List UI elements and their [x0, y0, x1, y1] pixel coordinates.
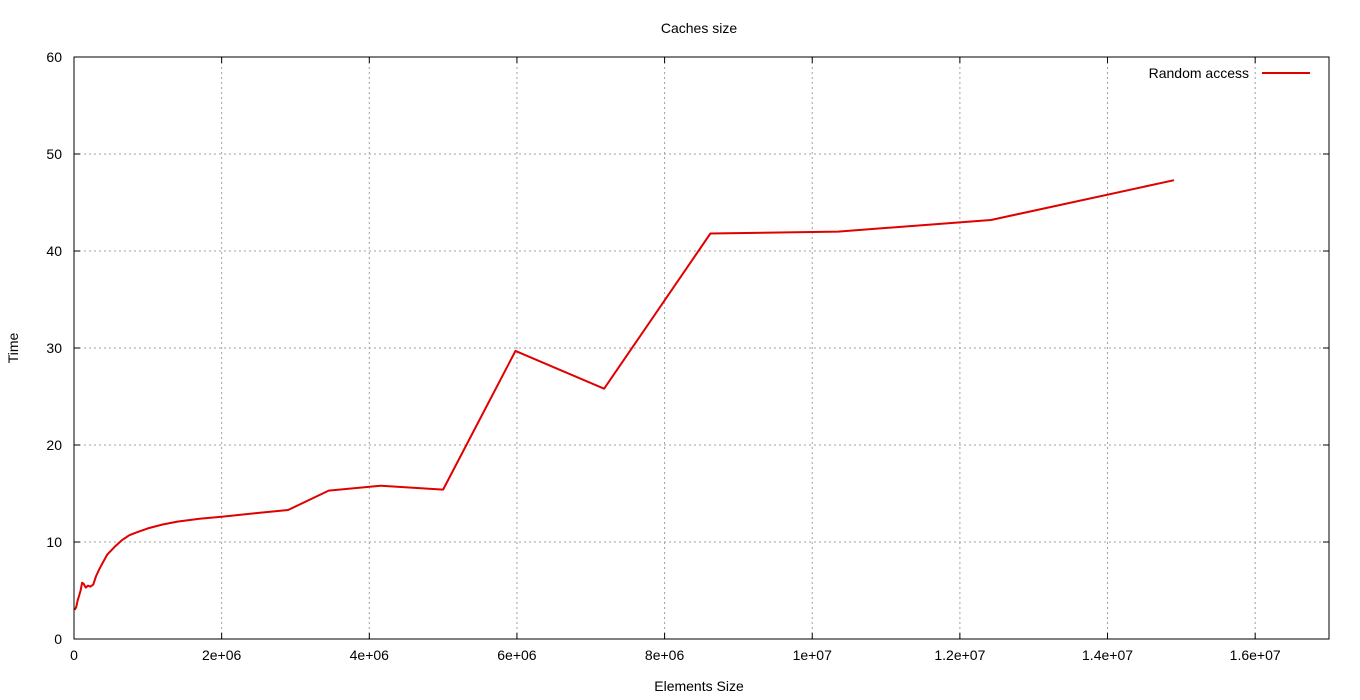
- x-tick-label: 0: [70, 647, 78, 663]
- grid: [74, 57, 1329, 639]
- chart-title: Caches size: [661, 20, 737, 36]
- y-tick-label: 40: [46, 243, 62, 259]
- legend-label: Random access: [1149, 65, 1249, 81]
- x-tick-label: 1.2e+07: [934, 647, 985, 663]
- x-tick-label: 6e+06: [497, 647, 537, 663]
- series-line: [73, 179, 1175, 611]
- y-axis-label: Time: [5, 332, 21, 363]
- ticks: 0 2e+06 4e+06 6e+06 8e+06 1e+07 1.2e+07 1.4e+07…: [46, 49, 1329, 663]
- legend: Random access: [1149, 65, 1310, 81]
- x-axis-label: Elements Size: [654, 678, 744, 694]
- plot-area: [73, 179, 1175, 611]
- x-tick-label: 2e+06: [202, 647, 242, 663]
- y-tick-label: 30: [46, 340, 62, 356]
- plot-frame: [73, 56, 1330, 640]
- y-tick-label: 50: [46, 146, 62, 162]
- x-tick-label: 1e+07: [793, 647, 833, 663]
- y-tick-label: 0: [54, 631, 62, 647]
- x-tick-label: 4e+06: [350, 647, 390, 663]
- y-tick-label: 60: [46, 49, 62, 65]
- x-tick-label: 1.6e+07: [1230, 647, 1281, 663]
- x-tick-label: 1.4e+07: [1082, 647, 1133, 663]
- y-tick-label: 10: [46, 534, 62, 550]
- y-tick-label: 20: [46, 437, 62, 453]
- x-tick-label: 8e+06: [645, 647, 685, 663]
